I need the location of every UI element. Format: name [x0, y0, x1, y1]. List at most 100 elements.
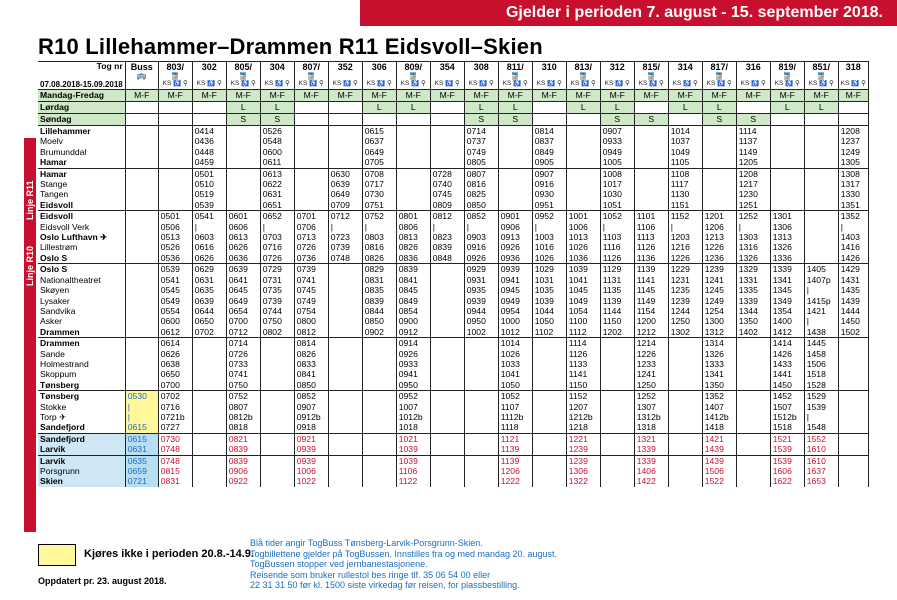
time-cell: 1326	[770, 242, 805, 253]
time-cell: 0839	[226, 444, 261, 456]
time-cell	[158, 189, 193, 200]
time-cell: 0414	[192, 125, 227, 137]
time-cell	[430, 125, 465, 137]
time-cell	[260, 476, 295, 487]
time-cell: 1212	[634, 326, 669, 338]
table-row: Sande 0626 0726 0826 0926 1026 1126 1226 1326 142…	[38, 348, 869, 359]
time-cell: 1341	[770, 274, 805, 286]
time-cell	[464, 411, 499, 423]
time-cell: 0852	[464, 210, 499, 222]
time-cell: 0748	[328, 252, 363, 264]
time-cell: 1112	[566, 326, 601, 338]
time-cell: 1422	[634, 476, 669, 487]
time-cell	[566, 189, 601, 200]
time-cell: 0805	[464, 157, 499, 169]
time-cell	[396, 199, 431, 211]
time-cell: 1050	[498, 379, 533, 391]
time-cell	[125, 295, 159, 306]
time-cell	[600, 401, 635, 412]
time-cell: 1307	[634, 401, 669, 412]
time-cell	[125, 337, 159, 349]
table-row: Nationaltheatret 0541 0631 0641 0731 0741 0831…	[38, 274, 869, 286]
time-cell: 1552	[804, 432, 839, 445]
time-cell	[804, 232, 839, 243]
time-cell: 0748	[158, 444, 193, 456]
time-cell: 0826	[362, 252, 397, 264]
time-cell: 0639	[328, 179, 363, 190]
day-cell	[532, 101, 567, 114]
day-row-label: Lørdag	[38, 101, 126, 114]
table-row: Torp ✈ | 0721b 0812b 0912b 1012b 1112b 1212b 131…	[38, 411, 869, 423]
train-icon: 🚆	[498, 72, 533, 80]
time-cell: 1144	[600, 305, 635, 317]
time-cell	[736, 466, 771, 477]
time-cell: 0813	[396, 232, 431, 243]
time-cell	[328, 411, 363, 423]
time-cell: 1350	[736, 316, 771, 327]
time-cell	[804, 146, 839, 158]
time-cell: 0637	[362, 136, 397, 147]
time-cell	[328, 379, 363, 391]
time-cell	[600, 466, 635, 477]
time-cell	[532, 466, 567, 477]
time-cell: 0649	[362, 146, 397, 158]
day-cell: L	[260, 101, 295, 114]
table-row: Sandefjord 0615 0727 0818 0918 1018 1118 1218 13…	[38, 422, 869, 434]
time-cell	[430, 454, 465, 466]
accessibility-icon: ♿ ⚲	[409, 80, 426, 87]
day-cell	[125, 101, 159, 114]
time-cell: 1416	[838, 242, 869, 253]
time-cell	[362, 348, 397, 359]
time-cell: 0733	[226, 358, 261, 370]
time-cell: 1312b	[634, 411, 669, 423]
time-cell: 1435	[838, 285, 869, 296]
accessibility-icon: ♿ ⚲	[817, 80, 834, 87]
ks-label: KS ♿ ⚲	[192, 80, 227, 90]
time-cell: 1502	[838, 326, 869, 338]
time-cell: 1037	[668, 136, 703, 147]
time-cell	[192, 422, 227, 434]
time-cell: 0714	[464, 125, 499, 137]
time-cell: 1302	[668, 326, 703, 338]
time-cell: 1154	[634, 305, 669, 317]
day-cell	[804, 113, 839, 126]
time-cell: 0916	[532, 179, 567, 190]
time-cell	[226, 199, 261, 211]
day-cell: L	[464, 101, 499, 114]
station-name: Larvik	[38, 454, 126, 466]
day-cell: M-F	[566, 89, 601, 102]
time-cell: 0837	[532, 136, 567, 147]
time-cell	[668, 379, 703, 391]
time-cell	[804, 167, 839, 180]
day-cell	[770, 113, 805, 126]
time-cell: 0726	[260, 252, 295, 264]
station-name: Oslo S	[38, 263, 126, 275]
time-cell: 1029	[532, 263, 567, 275]
time-cell	[192, 476, 227, 487]
time-cell: 1333	[702, 358, 737, 370]
time-cell: 0721	[125, 476, 159, 487]
time-cell	[328, 358, 363, 370]
time-cell	[125, 316, 159, 327]
time-cell	[430, 285, 465, 296]
time-cell: 1241	[634, 369, 669, 380]
time-cell	[328, 466, 363, 477]
time-cell: 0749	[294, 295, 329, 306]
time-cell: 0530	[125, 390, 159, 402]
time-cell: 1233	[634, 358, 669, 370]
time-cell	[566, 146, 601, 158]
time-cell: 1007	[396, 401, 431, 412]
time-cell	[125, 274, 159, 286]
time-cell: 1117	[668, 179, 703, 190]
time-cell	[226, 146, 261, 158]
time-cell: 0826	[294, 348, 329, 359]
day-cell: S	[736, 113, 771, 126]
accessibility-icon: ♿ ⚲	[375, 80, 392, 87]
time-cell: 1001	[566, 210, 601, 222]
station-name: Holmestrand	[38, 358, 126, 370]
time-cell: 1336	[770, 252, 805, 264]
table-row: Oslo S 0536 0626 0636 0726 0736 0748 0826 0836 08…	[38, 252, 869, 264]
time-cell: 1529	[804, 390, 839, 402]
time-cell: 1445	[804, 337, 839, 349]
time-cell: 0622	[260, 179, 295, 190]
